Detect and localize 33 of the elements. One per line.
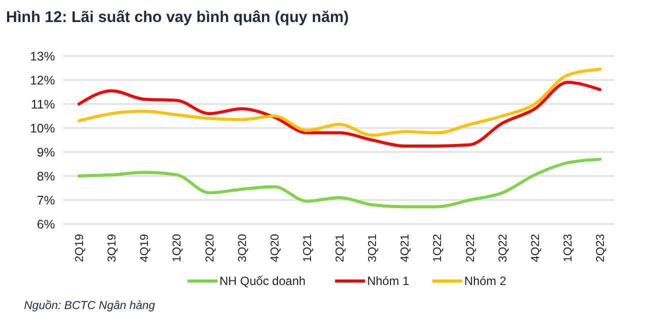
y-tick-label: 13% [30,49,55,64]
y-tick-label: 10% [30,121,55,136]
x-tick-label: 3Q22 [497,234,510,262]
x-tick-label: 2Q21 [334,234,346,262]
y-tick-label: 6% [36,217,55,232]
y-tick-label: 7% [36,193,55,208]
y-tick-label: 8% [36,169,55,184]
legend-label: Nhóm 2 [464,274,507,288]
chart-title: Hình 12: Lãi suất cho vay bình quân (quy năm) [6,9,349,26]
y-tick-label: 12% [30,73,55,88]
x-tick-label: 1Q23 [562,234,574,262]
x-tick-label: 4Q22 [530,234,542,262]
legend-label: NH Quốc doanh [220,274,306,288]
x-tick-label: 2Q23 [595,234,607,262]
line-series [78,68,602,137]
x-tick-label: 4Q21 [400,234,412,262]
x-tick-label: 4Q19 [139,234,152,262]
y-tick-label: 9% [36,145,55,160]
text: Nguồn: BCTC Ngân hàng [24,300,156,312]
x-tick-label: 1Q20 [172,234,184,262]
y-tick-label: 11% [30,97,55,112]
x-tick-label: 2Q22 [464,234,477,262]
line-series [78,80,602,148]
x-tick-label: 2Q20 [204,234,216,262]
line-series [78,158,602,208]
legend-label: Nhóm 1 [367,274,410,288]
x-tick-label: 4Q20 [269,234,282,262]
x-tick-label: 3Q20 [236,234,249,262]
x-tick-label: 2Q19 [74,234,86,262]
x-tick-label: 3Q21 [367,234,380,262]
x-tick-label: 3Q19 [106,234,119,262]
x-tick-label: 1Q22 [432,234,444,262]
x-tick-label: 1Q21 [302,234,314,262]
